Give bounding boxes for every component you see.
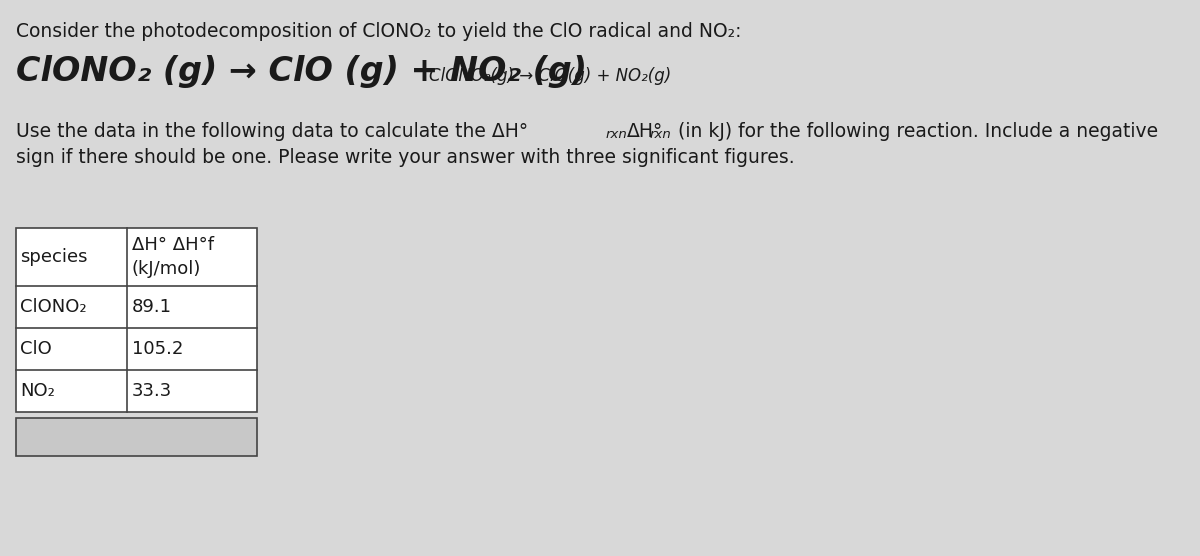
Text: ClO: ClO xyxy=(20,340,52,358)
Text: 105.2: 105.2 xyxy=(132,340,184,358)
Text: 89.1: 89.1 xyxy=(132,298,172,316)
Text: Use the data in the following data to calculate the ΔH°: Use the data in the following data to ca… xyxy=(16,122,528,141)
Text: NO₂: NO₂ xyxy=(20,382,55,400)
Text: (in kJ) for the following reaction. Include a negative: (in kJ) for the following reaction. Incl… xyxy=(672,122,1158,141)
Text: 33.3: 33.3 xyxy=(132,382,172,400)
Bar xyxy=(16,228,257,412)
Text: ΔH°: ΔH° xyxy=(626,122,662,141)
Text: rxn: rxn xyxy=(649,128,671,141)
Text: sign if there should be one. Please write your answer with three significant fig: sign if there should be one. Please writ… xyxy=(16,148,794,167)
Bar xyxy=(16,418,257,456)
Text: ClONO₂: ClONO₂ xyxy=(20,298,86,316)
Text: ΔH° ΔH°f: ΔH° ΔH°f xyxy=(132,236,214,254)
Text: ClONO₂ (g) → ClO (g) + NO₂ (g): ClONO₂ (g) → ClO (g) + NO₂ (g) xyxy=(16,55,587,88)
Text: rxn: rxn xyxy=(606,128,628,141)
Text: (kJ/mol): (kJ/mol) xyxy=(132,260,202,278)
Text: ClONO₂(g) → ClO(g) + NO₂(g): ClONO₂(g) → ClO(g) + NO₂(g) xyxy=(430,67,672,85)
Text: species: species xyxy=(20,248,88,266)
Text: Consider the photodecomposition of ClONO₂ to yield the ClO radical and NO₂:: Consider the photodecomposition of ClONO… xyxy=(16,22,742,41)
